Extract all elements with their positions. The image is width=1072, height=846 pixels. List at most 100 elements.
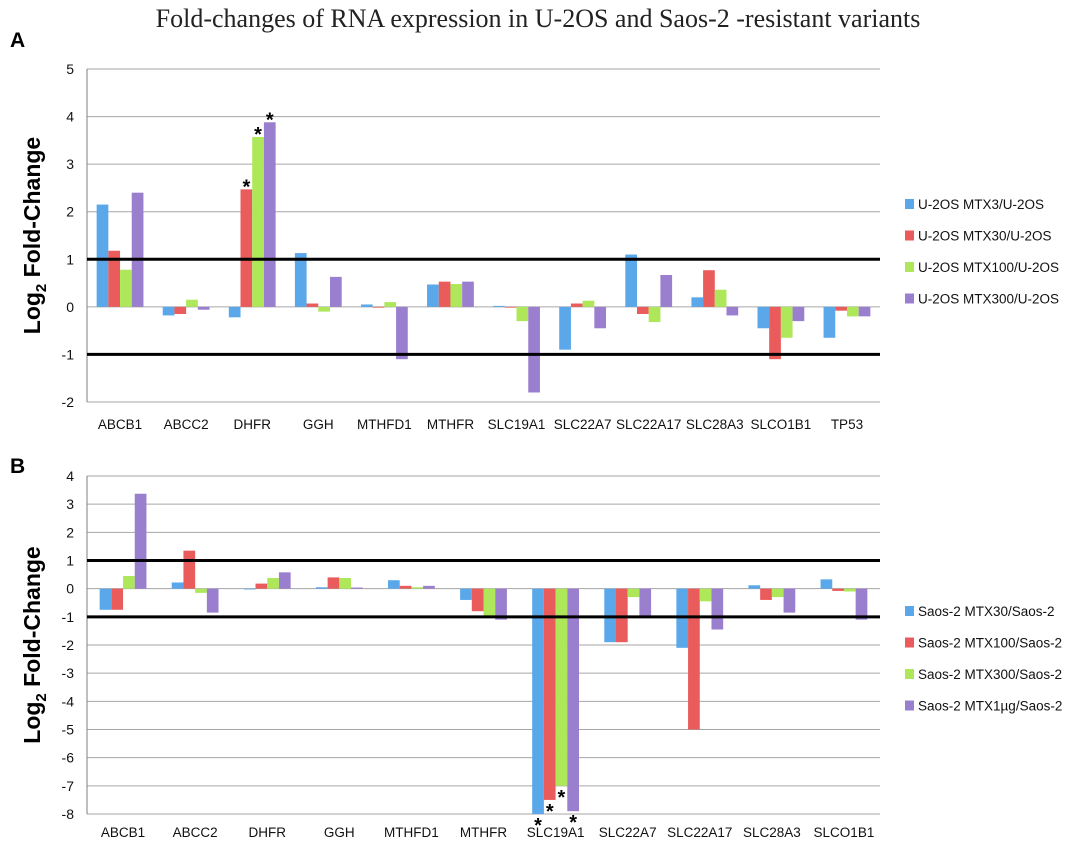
- bar-purple: [278, 572, 291, 589]
- x-category-label: MTHFR: [460, 825, 507, 840]
- bar-green: [648, 306, 661, 323]
- significance-star: *: [558, 787, 566, 809]
- bar-green: [843, 588, 856, 592]
- x-category-label: SLC28A3: [743, 825, 801, 840]
- bar-green: [384, 302, 397, 307]
- bar-red: [255, 583, 268, 589]
- y-tick-label: -5: [62, 722, 75, 738]
- significance-star: *: [569, 812, 577, 834]
- legend-label: Saos-2 MTX30/Saos-2: [918, 604, 1055, 619]
- bar-purple: [134, 493, 147, 589]
- bar-red: [327, 577, 340, 589]
- legend-swatch-red: [905, 230, 914, 241]
- panel-letter: A: [10, 29, 25, 52]
- y-axis-title-subscript: 2: [33, 284, 50, 292]
- bar-purple: [131, 192, 144, 307]
- y-tick-label: 3: [66, 156, 74, 172]
- y-axis-title-main: Log: [19, 702, 45, 744]
- bar-green: [252, 137, 264, 307]
- legend-swatch-green: [905, 262, 914, 272]
- bar-red: [183, 550, 196, 589]
- x-category-label: SLC22A7: [599, 825, 657, 840]
- significance-star: *: [242, 176, 250, 198]
- y-axis-title: Log2 Fold-Change: [19, 546, 50, 743]
- y-tick-label: 0: [66, 299, 74, 315]
- bar-purple: [528, 306, 540, 393]
- bar-purple: [858, 306, 871, 317]
- y-tick-label: 0: [66, 581, 74, 597]
- bar-green: [516, 306, 529, 322]
- bar-red: [688, 588, 700, 730]
- bar-red: [111, 588, 124, 610]
- bar-blue: [748, 585, 761, 589]
- legend-swatch-purple: [905, 700, 914, 711]
- bar-red: [438, 281, 451, 307]
- bar-red: [835, 306, 847, 311]
- bar-red: [372, 306, 385, 308]
- y-tick-label: -1: [62, 346, 75, 362]
- bar-blue: [691, 297, 704, 307]
- y-tick-label: 3: [66, 496, 74, 512]
- bar-purple: [783, 588, 796, 613]
- bar-purple: [423, 585, 435, 589]
- y-tick-label: -4: [62, 693, 75, 709]
- bar-red: [769, 306, 781, 360]
- y-tick-label: -2: [62, 637, 75, 653]
- bar-purple: [594, 306, 607, 329]
- bar-purple: [660, 274, 673, 307]
- y-axis-title-main: Log: [19, 292, 45, 334]
- y-axis-title: Log2 Fold-Change: [19, 137, 50, 334]
- bar-green: [123, 575, 135, 589]
- legend-swatch-green: [905, 669, 914, 679]
- legend-label: Saos-2 MTX1µg/Saos-2: [918, 699, 1062, 714]
- bar-blue: [171, 582, 184, 589]
- significance-star: *: [534, 815, 542, 837]
- legend-swatch-purple: [905, 293, 914, 304]
- bar-purple: [855, 588, 868, 620]
- legend-swatch-blue: [905, 606, 914, 616]
- bar-red: [543, 588, 556, 800]
- bar-blue: [388, 580, 400, 589]
- x-category-label: GGH: [303, 417, 334, 432]
- panel-letter: B: [10, 455, 25, 478]
- bar-green: [195, 588, 207, 593]
- bar-blue: [99, 588, 112, 610]
- x-category-label: SLC19A1: [527, 825, 585, 840]
- x-category-label: ABCC2: [173, 825, 218, 840]
- bar-green: [411, 587, 424, 589]
- bar-purple: [462, 281, 474, 307]
- bar-blue: [228, 306, 241, 318]
- figure-title: Fold-changes of RNA expression in U-2OS …: [156, 4, 921, 33]
- bar-red: [760, 588, 772, 600]
- bar-purple: [567, 588, 579, 812]
- y-tick-label: -8: [62, 806, 75, 822]
- y-tick-label: 1: [66, 553, 74, 569]
- bar-purple: [351, 587, 363, 589]
- y-tick-label: 2: [66, 204, 74, 220]
- y-tick-label: 4: [66, 109, 74, 125]
- y-tick-label: -2: [62, 394, 75, 410]
- bar-blue: [625, 254, 638, 307]
- y-axis-title-rest: Fold-Change: [19, 137, 45, 284]
- y-tick-label: -6: [62, 750, 75, 766]
- y-axis-title-subscript: 2: [33, 693, 50, 701]
- bar-blue: [823, 306, 836, 338]
- bar-red: [504, 306, 517, 308]
- bar-blue: [243, 588, 256, 590]
- bar-green: [627, 588, 640, 598]
- bar-blue: [820, 579, 833, 589]
- bar-green: [120, 269, 132, 307]
- bar-green: [582, 300, 595, 307]
- bar-purple: [726, 306, 739, 316]
- bar-red: [637, 306, 649, 314]
- bar-red: [399, 585, 412, 589]
- bar-purple: [197, 306, 210, 310]
- x-category-label: SLC22A17: [667, 825, 732, 840]
- x-category-label: SLC22A7: [554, 417, 612, 432]
- legend-label: Saos-2 MTX300/Saos-2: [918, 667, 1062, 682]
- x-category-label: DHFR: [233, 417, 271, 432]
- legend-label: U-2OS MTX3/U-2OS: [918, 197, 1044, 212]
- significance-star: *: [546, 801, 554, 823]
